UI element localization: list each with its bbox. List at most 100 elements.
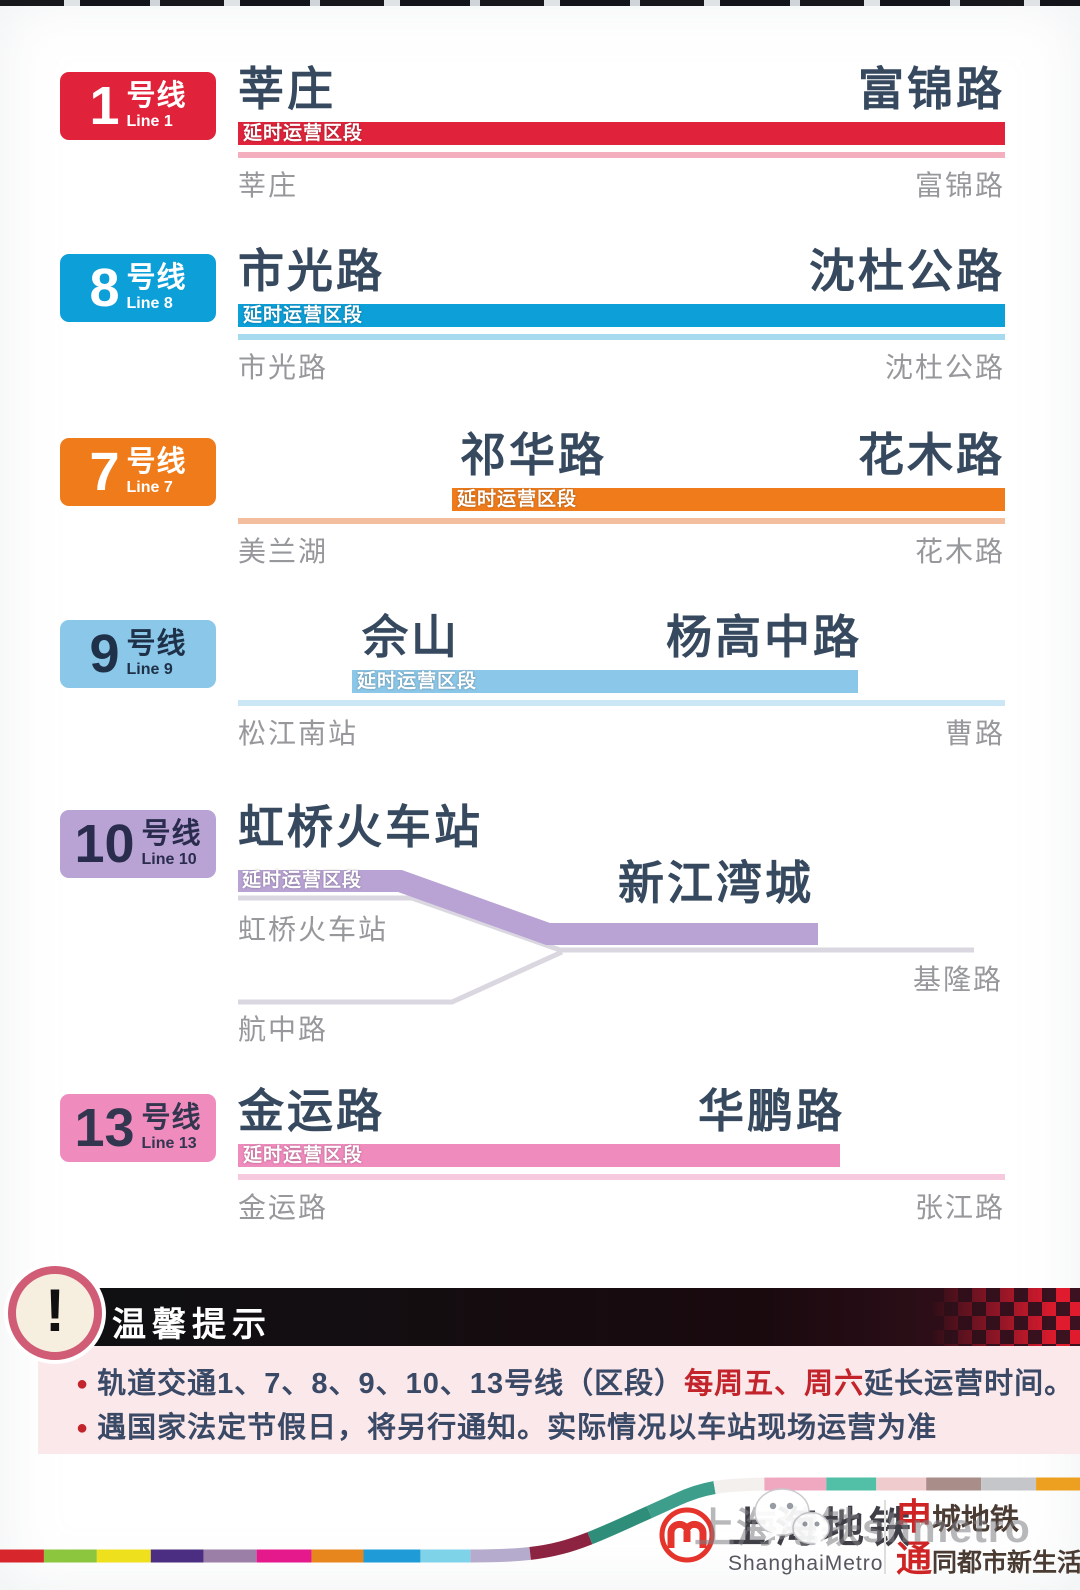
- terminus-label-right: 张江路: [914, 1192, 1005, 1223]
- line-suffix: 号线: [141, 1102, 202, 1134]
- route-line: [238, 334, 1005, 340]
- terminus-label-right: 沈杜公路: [884, 352, 1005, 383]
- route-line: [238, 518, 1005, 524]
- metro-line-section: 1 号线 Line 1 莘庄 富锦路 延时运营区段 莘庄 富锦路: [0, 64, 1080, 214]
- extended-section-bar: 延时运营区段: [238, 1144, 840, 1167]
- line-suffix: 号线: [126, 80, 187, 112]
- metro-line-section: 13 号线 Line 13 金运路 华鹏路 延时运营区段 金运路 张江路: [0, 1086, 1080, 1236]
- tips-bullet-1-text: 轨道交通1、7、8、9、10、13号线（区段）: [97, 1368, 685, 1400]
- branch-route-diagram: [238, 870, 974, 1005]
- terminus-label-right: 花木路: [914, 536, 1005, 567]
- tips-bullet-1: ● 轨道交通1、7、8、9、10、13号线（区段）每周五、周六延长运营时间。: [76, 1360, 1074, 1402]
- wechat-icon: [754, 1488, 830, 1548]
- section-start-station: 市光路: [238, 244, 385, 298]
- terminus-label-left: 金运路: [238, 1192, 329, 1223]
- terminus-label-right: 曹路: [944, 718, 1005, 749]
- slogan-row1: 城地铁: [932, 1504, 1020, 1536]
- line-number: 13: [74, 1098, 135, 1158]
- section-start-station: 佘山: [362, 610, 460, 664]
- terminus-label-left: 莘庄: [238, 170, 299, 201]
- watermark-text: 上海地铁shmetro: [694, 1505, 1031, 1551]
- extended-section-label: 延时运营区段: [357, 671, 478, 692]
- section-end-station: 富锦路: [858, 62, 1005, 116]
- line-english: Line 8: [126, 295, 173, 312]
- route-line: [238, 700, 1005, 706]
- extended-section-label: 延时运营区段: [243, 1145, 364, 1166]
- section-end-station: 花木路: [858, 428, 1005, 482]
- rainbow-route-stripe: [0, 1477, 1080, 1563]
- bullet-dot-icon: ●: [76, 1417, 90, 1439]
- line-badge: 8 号线 Line 8: [60, 254, 216, 322]
- slogan-row2: 同都市新生活: [932, 1549, 1080, 1577]
- line-suffix: 号线: [126, 446, 187, 478]
- line-suffix: 号线: [126, 628, 187, 660]
- extended-section-label: 延时运营区段: [242, 870, 363, 891]
- line-english: Line 13: [141, 1135, 197, 1152]
- terminus-label-branch-top: 虹桥火车站: [238, 914, 389, 945]
- line-suffix: 号线: [126, 262, 187, 294]
- extended-section-label: 延时运营区段: [243, 123, 364, 144]
- line-badge: 9 号线 Line 9: [60, 620, 216, 688]
- metro-line-section: 9 号线 Line 9 佘山 杨高中路 延时运营区段 松江南站 曹路: [0, 612, 1080, 762]
- footer-slogan: 申城地铁 通同都市新生活: [896, 1499, 1080, 1584]
- line-badge: 7 号线 Line 7: [60, 438, 216, 506]
- extended-section-label: 延时运营区段: [457, 489, 578, 510]
- warning-exclamation-icon: !: [8, 1266, 102, 1360]
- extended-section-label: 延时运营区段: [243, 305, 364, 326]
- section-end-station: 新江湾城: [618, 856, 814, 910]
- section-start-station: 莘庄: [238, 62, 336, 116]
- tips-bullet-2-text: 遇国家法定节假日，将另行通知。实际情况以车站现场运营为准: [97, 1412, 938, 1444]
- section-end-station: 沈杜公路: [809, 244, 1005, 298]
- line-number: 7: [89, 442, 120, 502]
- metro-line-section: 8 号线 Line 8 市光路 沈杜公路 延时运营区段 市光路 沈杜公路: [0, 246, 1080, 396]
- extended-section-bar: 延时运营区段: [452, 488, 1005, 511]
- extended-section-bar: 延时运营区段: [238, 304, 1005, 327]
- route-line-branch-hongqiao: [238, 895, 974, 953]
- section-start-station: 金运路: [238, 1084, 385, 1138]
- stripe-segment: [0, 1477, 1080, 1563]
- terminus-label-right: 富锦路: [914, 170, 1005, 201]
- extended-section-bar: 延时运营区段: [352, 670, 858, 693]
- route-line: [238, 1174, 1005, 1180]
- footer-divider: [884, 1500, 886, 1574]
- extended-section-bar: 延时运营区段: [238, 122, 1005, 145]
- line-english: Line 9: [126, 661, 173, 678]
- tips-bullet-1-highlight: 每周五、周六: [684, 1368, 865, 1400]
- section-end-station: 华鹏路: [698, 1084, 845, 1138]
- metro-roundel-icon: [659, 1507, 715, 1563]
- stripe-segment: [0, 1477, 1080, 1563]
- line-number: 8: [89, 258, 120, 318]
- stripe-segment: [0, 1477, 1080, 1563]
- line-english: Line 7: [126, 479, 173, 496]
- line-number: 1: [89, 76, 120, 136]
- terminus-label-right: 基隆路: [912, 964, 1003, 995]
- line-badge: 1 号线 Line 1: [60, 72, 216, 140]
- bullet-dot-icon: ●: [76, 1373, 90, 1395]
- metro-line-section-10: 10 号线 Line 10 虹桥火车站 新江湾城 延时运营区段 虹桥火车站 航中…: [0, 802, 1080, 1045]
- extended-section-bar: [238, 870, 818, 945]
- terminus-label-branch-bottom: 航中路: [238, 1014, 329, 1045]
- logo-english-name: ShanghaiMetro: [728, 1552, 884, 1575]
- slogan-char-tong: 通: [896, 1538, 933, 1579]
- checker-pattern: [930, 1288, 1080, 1346]
- slogan-char-shen: 申: [896, 1496, 933, 1537]
- line-badge: 10 号线 Line 10: [60, 810, 216, 878]
- terminus-label-left: 美兰湖: [238, 536, 329, 567]
- tips-title: 温馨提示: [112, 1306, 272, 1344]
- line-english: Line 1: [126, 113, 173, 130]
- tips-header-bar: [76, 1288, 1080, 1346]
- tips-bullet-2: ● 遇国家法定节假日，将另行通知。实际情况以车站现场运营为准: [76, 1404, 937, 1446]
- section-end-station: 杨高中路: [666, 610, 862, 664]
- top-dashed-strip: [0, 0, 1080, 6]
- line-number: 9: [89, 624, 120, 684]
- metro-line-section: 7 号线 Line 7 祁华路 花木路 延时运营区段 美兰湖 花木路: [0, 430, 1080, 580]
- section-start-station: 祁华路: [460, 428, 607, 482]
- terminus-label-left: 松江南站: [238, 718, 359, 749]
- line-suffix: 号线: [141, 818, 202, 850]
- line-number: 10: [74, 814, 135, 874]
- route-line-branch-hangzhong: [238, 949, 564, 1005]
- route-line: [238, 152, 1005, 158]
- tips-panel: ● 轨道交通1、7、8、9、10、13号线（区段）每周五、周六延长运营时间。 ● 遇…: [38, 1346, 1080, 1454]
- terminus-label-left: 市光路: [238, 352, 329, 383]
